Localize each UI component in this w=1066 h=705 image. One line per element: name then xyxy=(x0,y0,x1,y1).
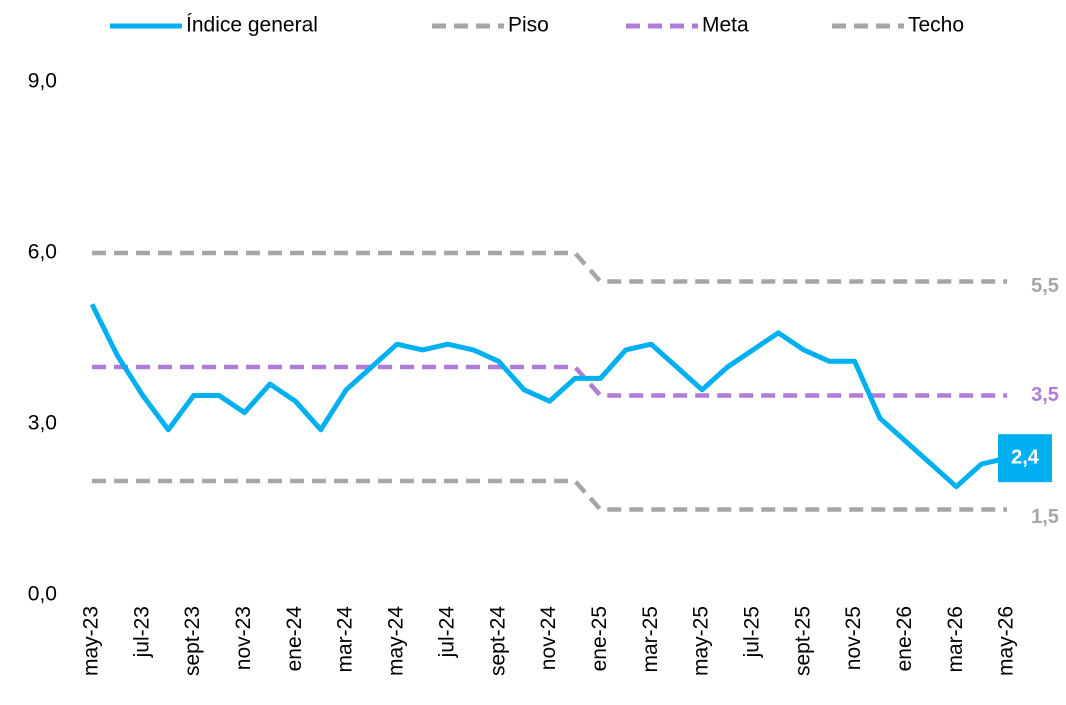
x-tick-label: jul-25 xyxy=(740,606,763,658)
x-tick-label: mar-25 xyxy=(639,606,662,673)
x-tick-label: may-24 xyxy=(385,606,408,676)
legend-label: Piso xyxy=(508,14,549,37)
x-tick-label: may-26 xyxy=(995,606,1018,676)
x-tick-label: jul-24 xyxy=(435,606,458,659)
y-tick-label: 3,0 xyxy=(28,412,57,435)
series-line xyxy=(92,364,1008,398)
legend-label: Techo xyxy=(908,14,964,37)
x-tick-label: nov-24 xyxy=(537,606,560,671)
y-tick-label: 0,0 xyxy=(28,583,57,606)
x-tick-label: may-23 xyxy=(80,606,103,676)
x-tick-label: ene-25 xyxy=(588,606,611,671)
value-label: 3,5 xyxy=(1031,384,1059,406)
series-line xyxy=(89,303,1008,490)
x-tick-label: mar-26 xyxy=(944,606,967,673)
x-tick-label: sept-24 xyxy=(486,606,509,676)
legend-label: Meta xyxy=(702,14,749,37)
x-tick-label: may-25 xyxy=(690,606,713,676)
value-label-box xyxy=(998,434,1052,483)
legend-label: Índice general xyxy=(186,14,318,37)
x-tick-label: nov-25 xyxy=(842,606,865,670)
x-tick-label: jul-23 xyxy=(130,606,153,658)
x-tick-label: ene-26 xyxy=(893,606,916,671)
x-tick-label: sept-23 xyxy=(181,606,204,676)
x-tick-label: ene-24 xyxy=(283,606,306,672)
x-tick-label: mar-24 xyxy=(334,606,357,673)
y-tick-label: 9,0 xyxy=(28,70,57,93)
x-tick-label: nov-23 xyxy=(232,606,255,670)
x-tick-label: sept-25 xyxy=(791,606,814,676)
value-label: 2,4 xyxy=(1011,446,1040,468)
series-line xyxy=(92,478,1008,512)
value-label: 1,5 xyxy=(1031,506,1059,528)
value-label: 5,5 xyxy=(1031,275,1059,297)
series-line xyxy=(92,250,1008,284)
y-tick-label: 6,0 xyxy=(28,241,57,264)
